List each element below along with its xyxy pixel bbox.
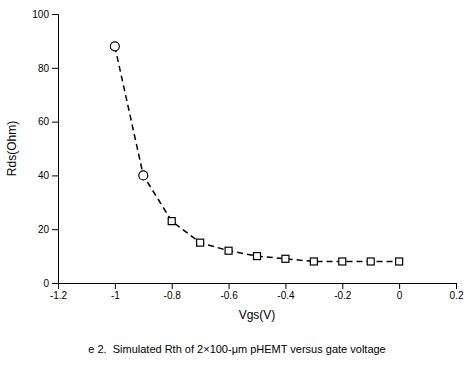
point-square: [310, 258, 317, 265]
y-tick: 100: [32, 9, 58, 20]
y-axis-line: [52, 15, 59, 284]
x-tick-label: 0: [397, 290, 403, 301]
x-tick: -1: [111, 283, 120, 301]
x-tick-label: -1: [111, 290, 120, 301]
point-square: [197, 239, 204, 246]
point-square: [367, 258, 374, 265]
y-tick-label: 100: [32, 9, 49, 20]
y-tick-mark: [52, 283, 58, 284]
y-tick: 60: [38, 116, 58, 127]
line: [115, 46, 399, 261]
point-circle: [110, 42, 119, 51]
x-tick-mark: [172, 283, 173, 289]
point-circle: [139, 171, 148, 180]
point-square: [225, 247, 232, 254]
x-tick-label: -1.2: [50, 290, 68, 301]
x-tick-mark: [229, 283, 230, 289]
x-tick: -1.2: [50, 283, 68, 301]
x-tick-mark: [285, 283, 286, 289]
x-tick-mark: [115, 283, 116, 289]
x-tick-mark: [456, 283, 457, 289]
marks: [110, 42, 402, 265]
x-tick-label: -0.6: [220, 290, 238, 301]
x-tick: -0.4: [277, 283, 295, 301]
x-tick-label: -0.4: [277, 290, 295, 301]
y-tick-label: 0: [43, 278, 49, 289]
y-tick-label: 80: [38, 63, 50, 74]
point-square: [168, 218, 175, 225]
y-tick: 0: [43, 278, 58, 289]
x-tick: -0.2: [334, 283, 352, 301]
x-axis-line: [59, 284, 457, 290]
y-axis: 0 20 40 60 80 100: [32, 9, 58, 289]
x-tick-label: -0.8: [164, 290, 182, 301]
x-axis: -1.2 -1 -0.8 -0.6 -0.4 -0.2 0 0.2: [50, 283, 464, 301]
x-tick-mark: [342, 283, 343, 289]
y-tick-mark: [52, 122, 58, 123]
plot-area: -1.2 -1 -0.8 -0.6 -0.4 -0.2 0 0.2 0 20 40 60 80 100: [32, 9, 464, 301]
point-square: [339, 258, 346, 265]
point-square: [396, 258, 403, 265]
y-tick-label: 20: [38, 224, 50, 235]
y-tick: 20: [38, 224, 58, 235]
caption: e 2. Simulated Rth of 2×100-μm pHEMT ver…: [88, 343, 385, 355]
x-tick-mark: [399, 283, 400, 289]
x-tick: -0.8: [164, 283, 182, 301]
point-square: [254, 253, 261, 260]
x-tick: -0.6: [220, 283, 238, 301]
y-tick-mark: [52, 175, 58, 176]
y-tick-mark: [52, 229, 58, 230]
x-tick-label: 0.2: [450, 290, 464, 301]
y-tick: 40: [38, 170, 58, 181]
x-tick-label: -0.2: [334, 290, 352, 301]
x-tick: 0.2: [450, 283, 464, 301]
y-axis-title: Rds(Ohm): [5, 121, 19, 176]
x-tick: 0: [397, 283, 403, 301]
chart: -1.2 -1 -0.8 -0.6 -0.4 -0.2 0 0.2 0 20 40 60 80 100 Vg…: [0, 0, 474, 365]
y-tick-mark: [52, 14, 58, 15]
point-square: [282, 255, 289, 262]
y-tick-label: 40: [38, 170, 50, 181]
y-tick-label: 60: [38, 116, 50, 127]
x-axis-title: Vgs(V): [239, 308, 276, 322]
y-tick: 80: [38, 63, 58, 74]
y-tick-mark: [52, 68, 58, 69]
